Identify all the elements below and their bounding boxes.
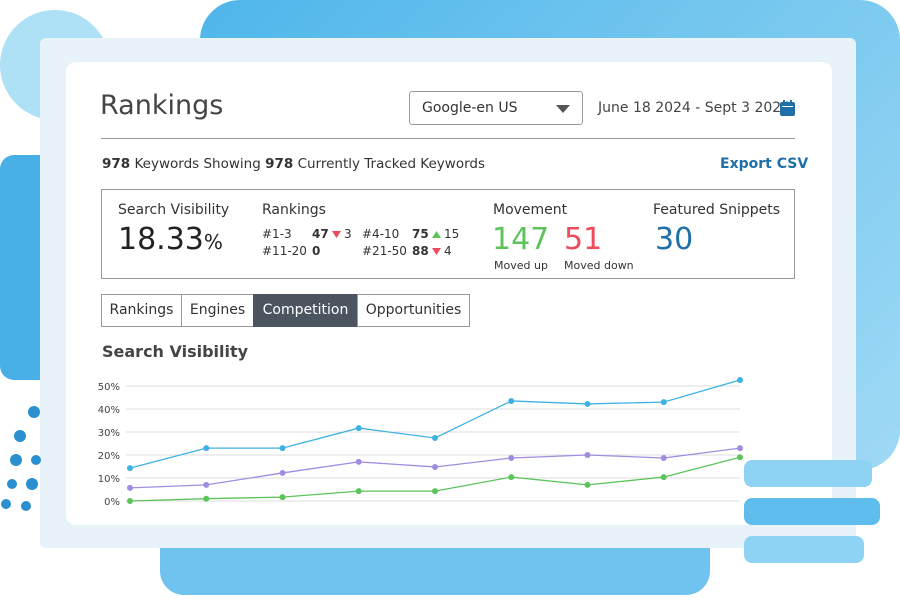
point: [203, 481, 210, 488]
tab[interactable]: Rankings: [101, 294, 182, 327]
count: 978: [265, 156, 294, 172]
point: [127, 465, 133, 472]
point: [660, 454, 667, 461]
page-title: Rankings: [100, 90, 224, 121]
rank-range: #4-10: [362, 227, 400, 241]
y-tick-label: 30%: [98, 428, 120, 439]
point: [279, 469, 286, 476]
label: Rankings: [262, 202, 326, 218]
rank-count: 75: [412, 227, 429, 241]
point: [508, 397, 515, 404]
y-tick-label: 10%: [98, 474, 120, 485]
label: Movement: [493, 202, 568, 218]
change-arrow: [432, 231, 441, 238]
unit: %: [203, 230, 223, 254]
select-value: Google-en US: [422, 100, 518, 116]
snippets-value: 30: [655, 222, 694, 257]
point: [355, 425, 362, 432]
chart: 0% 10% 20% 30% 40% 50%: [98, 377, 743, 508]
export-link[interactable]: Export CSV: [720, 156, 809, 172]
rank-range: #1-3: [262, 227, 292, 241]
visibility-value: 18.33%: [118, 222, 223, 257]
rank-change: 4: [444, 244, 452, 258]
text: Keywords Showing: [134, 156, 261, 172]
rank-count: 47: [312, 227, 329, 241]
point: [508, 454, 515, 461]
keyword-info: 978 Keywords Showing 978 Currently Track…: [102, 156, 485, 172]
point: [584, 400, 591, 407]
chart-title: Search Visibility: [102, 342, 249, 361]
moved-up: 147: [492, 222, 550, 257]
arrow: [432, 231, 441, 238]
point: [584, 481, 591, 488]
rank-count: 88: [412, 244, 429, 258]
rank-count: 0: [312, 244, 321, 258]
count: 978: [102, 156, 131, 172]
panel: [66, 62, 832, 525]
bg-bar: [744, 536, 864, 563]
tab[interactable]: Engines: [181, 294, 254, 327]
label: Moved down: [564, 259, 634, 272]
tab[interactable]: Competition: [253, 294, 358, 327]
engine-select[interactable]: Google-en US: [409, 91, 583, 125]
moved-down: 51: [564, 222, 603, 257]
label: Search Visibility: [118, 202, 230, 218]
rank-range: #11-20: [262, 244, 307, 258]
line: [129, 456, 741, 502]
point: [737, 445, 743, 452]
text: Currently Tracked Keywords: [297, 156, 486, 172]
bg-bar: [744, 460, 872, 487]
point: [203, 445, 210, 452]
y-tick-label: 40%: [98, 405, 120, 416]
bg-bar: [744, 498, 880, 525]
rank-change: 15: [444, 227, 460, 241]
point: [737, 377, 743, 384]
arrow: [332, 231, 341, 238]
arrow: [432, 248, 441, 255]
rank-range: #21-50: [362, 244, 407, 258]
point: [737, 454, 743, 461]
point: [508, 474, 515, 481]
point: [127, 498, 133, 504]
label: Featured Snippets: [653, 202, 781, 218]
date-range[interactable]: June 18 2024 - Sept 3 2024: [598, 100, 791, 116]
dropdown-arrow: [556, 105, 570, 113]
point: [432, 434, 438, 441]
y-tick-label: 20%: [98, 451, 120, 462]
tab[interactable]: Opportunities: [357, 294, 470, 327]
y-tick-label: 0%: [104, 497, 120, 508]
point: [355, 458, 362, 465]
point: [660, 474, 667, 481]
label: Moved up: [494, 259, 548, 272]
point: [355, 488, 362, 495]
y-tick-label: 50%: [98, 382, 120, 393]
point: [660, 399, 667, 406]
calendar-icon[interactable]: [780, 100, 795, 116]
point: [584, 452, 591, 458]
point: [279, 494, 286, 501]
divider: [101, 138, 795, 139]
point: [279, 445, 286, 452]
change-arrow: [332, 231, 341, 238]
summary-box: [101, 189, 795, 279]
point: [203, 495, 210, 502]
point: [432, 488, 438, 495]
rank-change: 3: [344, 227, 352, 241]
dots: [1, 406, 41, 511]
point: [432, 463, 438, 470]
value: 18.33: [118, 222, 204, 257]
change-arrow: [432, 248, 441, 255]
point: [127, 484, 133, 491]
